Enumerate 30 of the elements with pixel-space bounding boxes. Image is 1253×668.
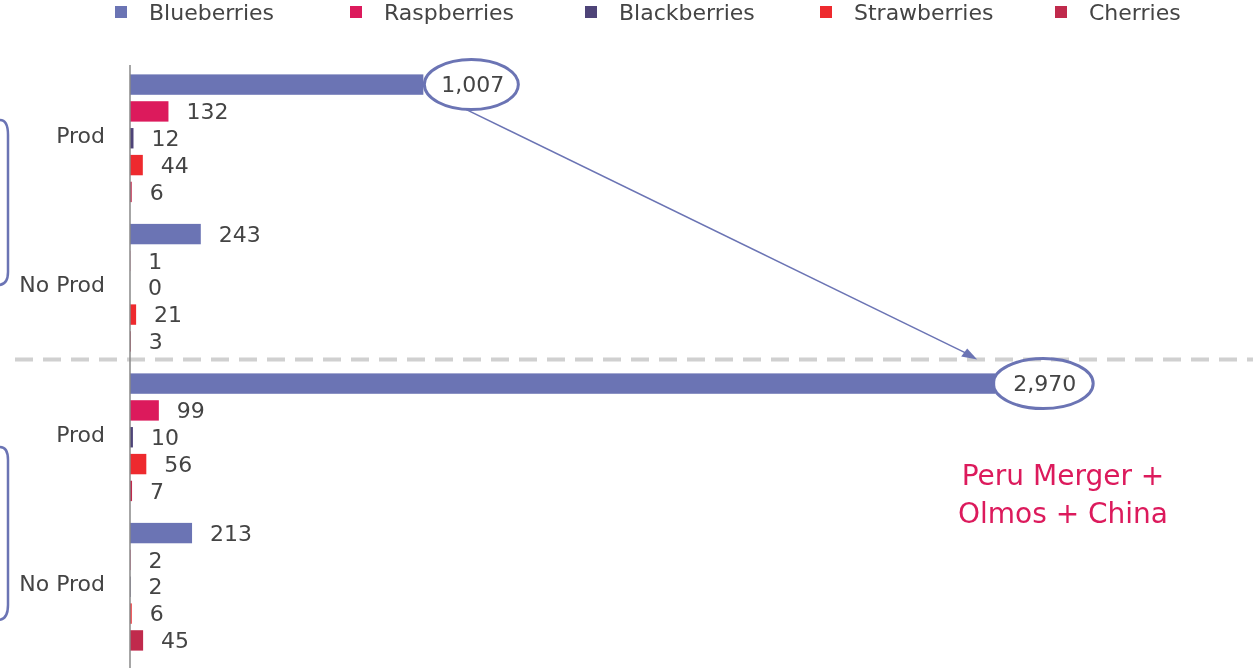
data-label: 2 — [148, 574, 163, 600]
data-label: 0 — [148, 275, 162, 301]
legend-label: Raspberries — [384, 0, 515, 25]
data-label: 213 — [210, 520, 253, 546]
data-label: 6 — [149, 601, 164, 627]
data-label: 6 — [149, 179, 164, 205]
data-label: 44 — [160, 152, 189, 178]
data-label: 2,970 — [1013, 371, 1077, 397]
legend-label: Cherries — [1089, 0, 1181, 25]
data-label: 3 — [148, 329, 163, 355]
legend-label: Strawberries — [854, 0, 994, 25]
legend-label: Blackberries — [619, 0, 755, 25]
data-label: 45 — [161, 628, 190, 654]
legend-label: Blueberries — [149, 0, 274, 25]
data-label: 2 — [148, 547, 163, 573]
data-label: 56 — [164, 451, 193, 477]
data-label: 99 — [176, 398, 205, 424]
data-label: 12 — [151, 125, 180, 151]
annotation: Peru Merger + Olmos + China — [957, 458, 1169, 530]
y-tick-label: Prod — [56, 122, 105, 148]
y-tick-label: Prod — [56, 421, 105, 447]
data-label: 7 — [150, 478, 165, 504]
data-label: 10 — [150, 424, 179, 450]
data-label: 132 — [186, 99, 229, 125]
data-label: 243 — [218, 221, 261, 247]
y-tick-label: No Prod — [19, 272, 105, 298]
data-label: 21 — [154, 302, 183, 328]
data-label: 1 — [148, 248, 163, 274]
data-label: 1,007 — [441, 72, 505, 98]
y-tick-label: No Prod — [19, 571, 105, 597]
